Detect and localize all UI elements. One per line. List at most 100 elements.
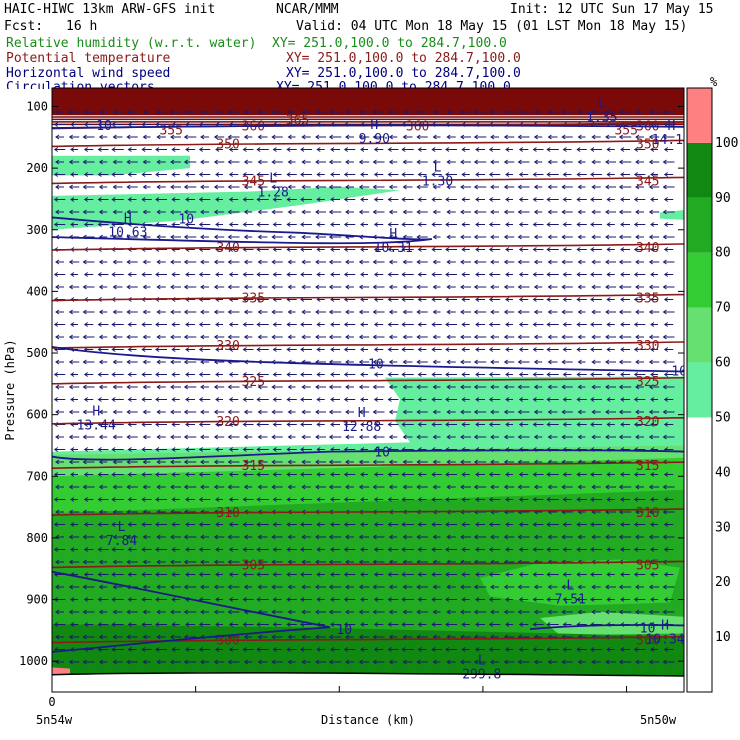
wind-vector bbox=[518, 147, 529, 152]
wind-vector bbox=[402, 409, 413, 415]
wind-vector bbox=[633, 522, 646, 527]
wind-vector bbox=[315, 384, 326, 390]
wind-vector bbox=[358, 409, 370, 415]
wind-vector bbox=[431, 422, 442, 427]
wind-vector bbox=[518, 347, 529, 352]
wind-vector bbox=[561, 334, 573, 340]
wind-vector bbox=[345, 159, 354, 165]
wind-vector bbox=[256, 347, 269, 352]
wind-vector bbox=[591, 534, 601, 540]
wind-vector bbox=[518, 522, 529, 527]
extremum-value: 10.63 bbox=[108, 226, 147, 241]
wind-vector bbox=[372, 359, 385, 365]
wind-vector bbox=[620, 297, 630, 302]
wind-vector bbox=[401, 372, 414, 377]
wind-vector bbox=[445, 572, 457, 577]
wind-vector bbox=[215, 647, 223, 652]
wind-vector bbox=[97, 347, 109, 352]
wind-vector bbox=[473, 459, 487, 465]
wind-vector bbox=[272, 622, 282, 627]
wind-vector bbox=[388, 659, 398, 665]
wind-vector bbox=[70, 472, 78, 477]
wind-vector bbox=[256, 372, 269, 377]
wind-vector bbox=[388, 434, 398, 440]
wind-vector bbox=[561, 184, 573, 190]
wind-vector bbox=[517, 434, 530, 440]
wind-vector bbox=[606, 522, 615, 527]
wind-vector bbox=[345, 484, 354, 490]
extremum-marker: H bbox=[661, 618, 669, 633]
wind-vector bbox=[460, 384, 471, 390]
wind-vector bbox=[257, 109, 268, 115]
wind-vector bbox=[561, 609, 573, 615]
wind-vector bbox=[272, 597, 282, 602]
wind-vector bbox=[286, 472, 297, 477]
wind-vector bbox=[562, 247, 572, 252]
wind-vector bbox=[590, 597, 602, 602]
wind-vector bbox=[562, 422, 572, 427]
wind-vector bbox=[475, 497, 485, 502]
wind-vector bbox=[518, 222, 529, 227]
y-tick-label: 200 bbox=[26, 161, 48, 175]
wind-vector bbox=[316, 422, 325, 427]
wind-vector bbox=[330, 497, 340, 502]
wind-contour-label: 10 bbox=[374, 446, 390, 461]
wind-vector bbox=[183, 234, 197, 240]
wind-vector bbox=[445, 222, 457, 227]
wind-vector bbox=[171, 322, 180, 327]
wind-vector bbox=[328, 309, 342, 315]
wind-vector bbox=[156, 284, 166, 290]
wind-vector bbox=[83, 147, 94, 152]
wind-vector bbox=[606, 322, 615, 327]
wind-vector bbox=[490, 434, 499, 440]
wind-vector bbox=[70, 447, 78, 452]
wind-vector bbox=[343, 472, 356, 477]
wind-vector bbox=[446, 134, 456, 140]
wind-vector bbox=[402, 334, 413, 340]
wind-vector bbox=[358, 434, 370, 440]
wind-vector bbox=[360, 322, 368, 327]
wind-vector bbox=[126, 434, 138, 440]
wind-vector bbox=[98, 184, 108, 190]
wind-vector bbox=[402, 284, 413, 290]
wind-vector bbox=[156, 634, 166, 640]
wind-vector bbox=[576, 172, 587, 177]
wind-vector bbox=[532, 297, 544, 302]
wind-vector bbox=[257, 634, 268, 640]
wind-vector bbox=[417, 572, 427, 577]
wind-vector bbox=[242, 472, 254, 477]
wind-vector bbox=[171, 272, 180, 277]
wind-vector bbox=[68, 659, 80, 665]
wind-vector bbox=[142, 634, 151, 640]
wind-vector bbox=[300, 147, 312, 152]
wind-vector bbox=[316, 197, 325, 202]
colorbar-tick-label: 90 bbox=[715, 191, 731, 206]
colorbar-tick-label: 20 bbox=[715, 575, 731, 590]
wind-vector bbox=[271, 109, 283, 115]
wind-vector bbox=[633, 397, 646, 402]
field-wind-xy: XY= 251.0,100.0 to 284.7,100.0 bbox=[286, 66, 521, 81]
wind-vector bbox=[533, 309, 543, 315]
wind-vector bbox=[183, 584, 197, 590]
wind-vector bbox=[432, 484, 441, 490]
wind-vector bbox=[663, 372, 674, 377]
wind-vector bbox=[68, 584, 80, 590]
wind-vector bbox=[215, 422, 223, 427]
wind-vector bbox=[432, 184, 441, 190]
wind-vector bbox=[68, 509, 80, 515]
wind-vector bbox=[256, 272, 269, 277]
theta-contour bbox=[52, 635, 684, 644]
wind-vector bbox=[517, 234, 530, 240]
wind-vector bbox=[82, 459, 95, 465]
theta-contour-label: 360 bbox=[242, 120, 265, 135]
wind-vector bbox=[387, 222, 399, 227]
wind-vector bbox=[127, 497, 137, 502]
wind-vector bbox=[488, 647, 501, 652]
wind-vector bbox=[532, 597, 544, 602]
wind-vector bbox=[343, 522, 356, 527]
wind-vector bbox=[473, 259, 487, 265]
colorbar-tick-label: 50 bbox=[715, 410, 731, 425]
wind-vector bbox=[388, 634, 398, 640]
wind-vector bbox=[256, 322, 269, 327]
wind-vector bbox=[345, 459, 354, 465]
